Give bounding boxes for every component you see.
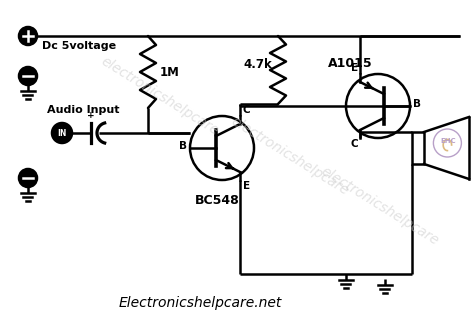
Text: electronicshelpcare: electronicshelpcare (319, 164, 441, 248)
Circle shape (19, 169, 37, 187)
Circle shape (19, 27, 37, 45)
Text: Dc 5voltage: Dc 5voltage (42, 41, 116, 51)
Text: A1015: A1015 (328, 57, 373, 70)
Text: Electronicshelpcare.net: Electronicshelpcare.net (118, 296, 282, 310)
Text: BC548: BC548 (195, 194, 239, 207)
Circle shape (52, 123, 72, 143)
Text: electronicshelpcare: electronicshelpcare (228, 114, 351, 198)
Text: 1M: 1M (160, 66, 180, 79)
Text: C: C (243, 105, 251, 115)
Text: IN: IN (57, 128, 67, 138)
Text: Audio Input: Audio Input (47, 105, 119, 115)
Text: +: + (87, 111, 95, 120)
Circle shape (19, 67, 37, 85)
Text: B: B (179, 141, 187, 151)
Text: C: C (350, 139, 358, 149)
Text: 4.7k: 4.7k (243, 58, 272, 71)
Text: electronicshelpcare: electronicshelpcare (99, 54, 221, 138)
Bar (412, 132, 424, 164)
Text: E: E (351, 63, 358, 73)
Text: E: E (243, 181, 250, 191)
Text: B: B (413, 99, 421, 109)
Text: EHC: EHC (441, 138, 456, 144)
